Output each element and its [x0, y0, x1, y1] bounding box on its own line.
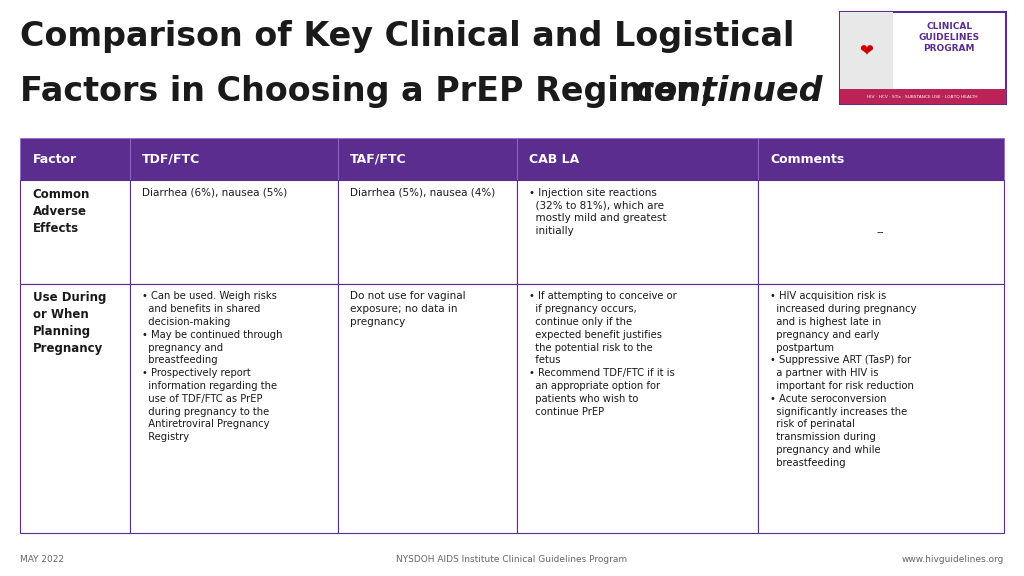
FancyBboxPatch shape: [338, 284, 517, 533]
FancyBboxPatch shape: [130, 138, 338, 180]
FancyBboxPatch shape: [130, 284, 338, 533]
FancyBboxPatch shape: [840, 12, 893, 89]
FancyBboxPatch shape: [758, 284, 1004, 533]
Text: CAB LA: CAB LA: [529, 153, 580, 166]
Text: continued: continued: [623, 75, 822, 108]
Text: TDF/FTC: TDF/FTC: [142, 153, 201, 166]
Text: Factor: Factor: [33, 153, 77, 166]
FancyBboxPatch shape: [130, 180, 338, 284]
FancyBboxPatch shape: [20, 284, 130, 533]
Text: Comments: Comments: [770, 153, 845, 166]
Text: Use During
or When
Planning
Pregnancy: Use During or When Planning Pregnancy: [33, 291, 106, 355]
Text: TAF/FTC: TAF/FTC: [350, 153, 407, 166]
Text: Diarrhea (5%), nausea (4%): Diarrhea (5%), nausea (4%): [350, 188, 496, 198]
FancyBboxPatch shape: [517, 180, 758, 284]
Text: • HIV acquisition risk is
  increased during pregnancy
  and is highest late in
: • HIV acquisition risk is increased duri…: [770, 291, 916, 468]
FancyBboxPatch shape: [20, 138, 130, 180]
FancyBboxPatch shape: [338, 180, 517, 284]
Text: www.hivguidelines.org: www.hivguidelines.org: [901, 555, 1004, 564]
Text: • Can be used. Weigh risks
  and benefits in shared
  decision-making
• May be c: • Can be used. Weigh risks and benefits …: [142, 291, 283, 442]
FancyBboxPatch shape: [20, 180, 130, 284]
Text: --: --: [877, 227, 885, 237]
Text: HIV · HCV · STIs · SUBSTANCE USE · LGBTQ HEALTH: HIV · HCV · STIs · SUBSTANCE USE · LGBTQ…: [867, 94, 978, 98]
Text: CLINICAL: CLINICAL: [926, 22, 972, 31]
FancyBboxPatch shape: [758, 138, 1004, 180]
Text: Factors in Choosing a PrEP Regimen,: Factors in Choosing a PrEP Regimen,: [20, 75, 713, 108]
Text: Comparison of Key Clinical and Logistical: Comparison of Key Clinical and Logistica…: [20, 20, 795, 53]
FancyBboxPatch shape: [840, 89, 1006, 104]
FancyBboxPatch shape: [338, 138, 517, 180]
Text: Diarrhea (6%), nausea (5%): Diarrhea (6%), nausea (5%): [142, 188, 288, 198]
Text: ❤: ❤: [859, 43, 873, 61]
Text: Do not use for vaginal
exposure; no data in
pregnancy: Do not use for vaginal exposure; no data…: [350, 291, 466, 327]
Text: • Injection site reactions
  (32% to 81%), which are
  mostly mild and greatest
: • Injection site reactions (32% to 81%),…: [529, 188, 667, 236]
Text: GUIDELINES: GUIDELINES: [919, 33, 980, 42]
FancyBboxPatch shape: [840, 12, 1006, 104]
Text: PROGRAM: PROGRAM: [924, 44, 975, 53]
Text: NYSDOH AIDS Institute Clinical Guidelines Program: NYSDOH AIDS Institute Clinical Guideline…: [396, 555, 628, 564]
Text: • If attempting to conceive or
  if pregnancy occurs,
  continue only if the
  e: • If attempting to conceive or if pregna…: [529, 291, 677, 416]
Text: Common
Adverse
Effects: Common Adverse Effects: [33, 188, 90, 235]
Text: MAY 2022: MAY 2022: [20, 555, 65, 564]
FancyBboxPatch shape: [517, 284, 758, 533]
FancyBboxPatch shape: [758, 180, 1004, 284]
FancyBboxPatch shape: [517, 138, 758, 180]
